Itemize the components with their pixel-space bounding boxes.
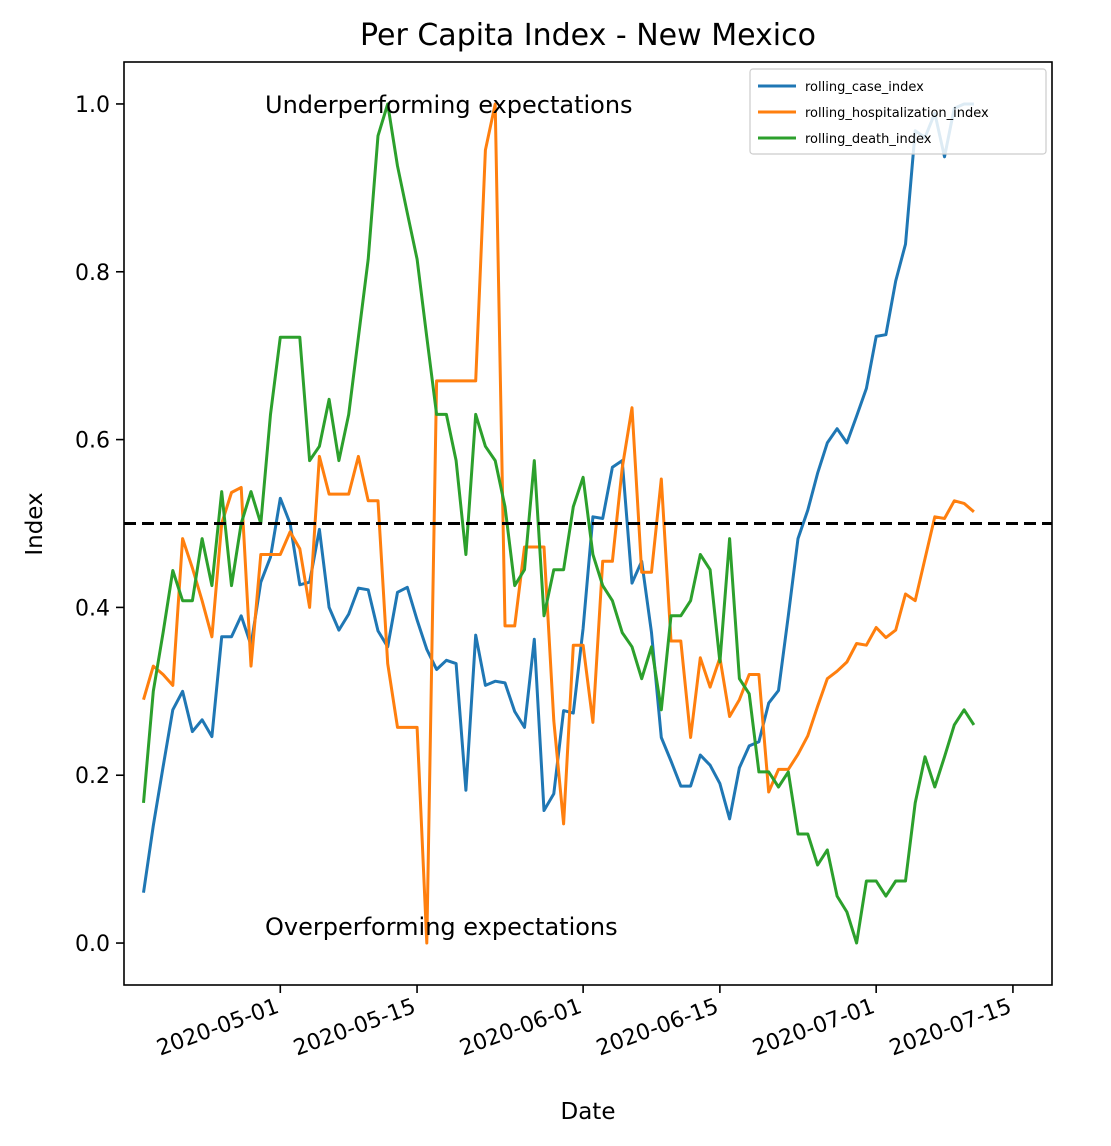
chart-title: Per Capita Index - New Mexico [360, 18, 816, 53]
series-line-rolling_hospitalization_index [142, 102, 975, 945]
legend-box [749, 68, 1047, 155]
y-tick-label: 0.0 [75, 932, 110, 957]
annotation-overperforming: Overperforming expectations [265, 913, 618, 941]
annotation-underperforming: Underperforming expectations [265, 91, 633, 119]
series-line-rolling_case_index [142, 102, 974, 893]
series-line-rolling_death_index [142, 102, 976, 945]
y-tick-label: 0.8 [75, 261, 110, 286]
series-layer [142, 102, 976, 945]
legend-label: rolling_hospitalization_index [805, 106, 989, 121]
y-tick-label: 0.6 [75, 429, 110, 454]
legend: rolling_case_index rolling_hospitalizatio… [749, 68, 1047, 155]
y-axis: 0.0 0.2 0.4 0.6 0.8 1.0 [75, 93, 124, 957]
y-tick-label: 0.2 [75, 764, 110, 789]
legend-label: rolling_death_index [805, 132, 932, 147]
y-tick-label: 1.0 [75, 93, 110, 118]
plot-frame [123, 61, 1053, 986]
y-axis-label: Index [22, 492, 48, 555]
x-axis-label: Date [561, 1099, 616, 1125]
legend-label: rolling_case_index [805, 80, 924, 95]
y-tick-label: 0.4 [75, 596, 110, 621]
